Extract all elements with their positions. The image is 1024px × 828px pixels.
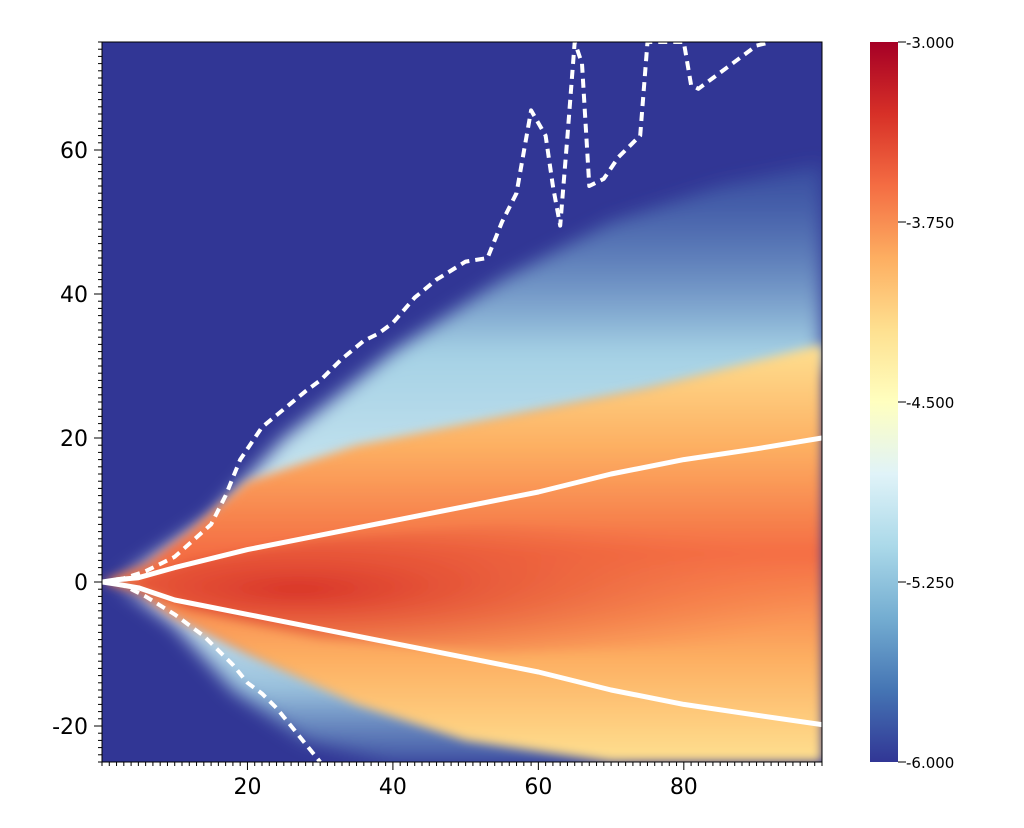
- x-tick-label: 80: [670, 775, 698, 800]
- plot-area: [102, 42, 822, 762]
- y-axis: -20 0 20 40 60: [52, 41, 102, 763]
- y-tick-label: 0: [74, 571, 88, 596]
- dashed-contour-line-4: [102, 580, 322, 762]
- colorbar-tick-label: -3.750: [906, 214, 954, 232]
- y-tick-label: -20: [52, 715, 88, 740]
- colorbar: -6.000 -5.250 -4.500 -3.750 -3.000: [870, 34, 954, 772]
- x-axis: 20 40 60 80: [101, 762, 823, 800]
- dashed-contour-line-3: [102, 42, 772, 584]
- y-tick-label: 40: [60, 283, 88, 308]
- x-tick-label: 20: [233, 775, 261, 800]
- colorbar-ticks: -6.000 -5.250 -4.500 -3.750 -3.000: [898, 34, 954, 772]
- contour-lines: [102, 42, 822, 762]
- y-tick-label: 60: [60, 139, 88, 164]
- x-tick-label: 60: [524, 775, 552, 800]
- colorbar-tick-label: -3.000: [906, 34, 954, 52]
- colorbar-tick-label: -5.250: [906, 574, 954, 592]
- lower-blue-plume: [116, 582, 648, 762]
- colorbar-tick-label: -6.000: [906, 754, 954, 772]
- colorbar-gradient: [870, 42, 898, 762]
- warm-core-region: [102, 344, 822, 762]
- solid-contour-line-1: [102, 435, 822, 585]
- colorbar-tick-label: -4.500: [906, 394, 954, 412]
- solid-contour-line-2: [102, 579, 822, 728]
- x-tick-label: 40: [379, 775, 407, 800]
- y-tick-label: 20: [60, 427, 88, 452]
